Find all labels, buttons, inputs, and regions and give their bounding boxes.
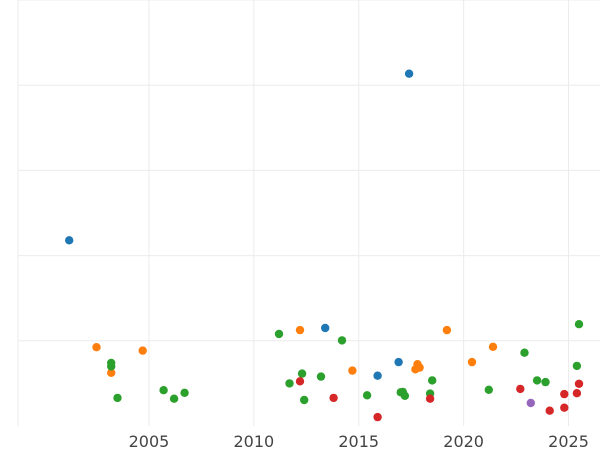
data-point-red — [516, 384, 525, 394]
x-tick-label: 2015 — [338, 432, 379, 450]
data-point-green — [362, 391, 372, 400]
x-tick-label: 2005 — [129, 432, 170, 450]
data-point-green — [300, 395, 309, 405]
data-point-green — [337, 336, 347, 345]
data-point-green — [297, 369, 307, 378]
data-point-green — [572, 361, 582, 371]
data-point-orange — [488, 342, 498, 351]
data-point-orange — [92, 343, 101, 352]
data-point-red — [545, 406, 554, 415]
data-point-red — [329, 393, 338, 403]
data-point-green — [274, 329, 284, 339]
x-tick-label: 2010 — [233, 432, 274, 450]
data-point-purple — [526, 398, 535, 408]
data-point-green — [428, 376, 437, 385]
data-points — [65, 69, 584, 422]
data-point-green — [400, 391, 410, 400]
data-point-green — [541, 377, 550, 387]
data-point-green — [169, 394, 179, 403]
data-point-green — [484, 385, 493, 394]
data-point-green — [316, 372, 326, 381]
data-point-orange — [415, 363, 424, 372]
data-point-blue — [394, 357, 403, 367]
data-point-green — [180, 388, 189, 397]
data-point-red — [295, 377, 305, 386]
data-point-orange — [348, 366, 357, 375]
data-point-green — [107, 358, 116, 368]
data-point-red — [425, 394, 435, 403]
x-axis-ticks: 2005 2010 2015 2020 2025 — [129, 432, 589, 450]
data-point-red — [560, 389, 569, 399]
data-point-orange — [107, 368, 116, 377]
data-point-green — [285, 379, 294, 388]
x-tick-label: 2025 — [548, 432, 589, 450]
data-point-orange — [467, 357, 477, 367]
data-point-red — [560, 403, 569, 412]
data-point-orange — [442, 325, 452, 335]
data-point-green — [520, 348, 529, 357]
data-point-blue — [321, 323, 330, 333]
data-point-blue — [404, 69, 414, 78]
data-point-blue — [65, 236, 74, 245]
data-point-green — [113, 393, 122, 403]
data-point-green — [159, 386, 168, 395]
x-tick-label: 2020 — [443, 432, 484, 450]
data-point-orange — [295, 325, 305, 335]
data-point-green — [532, 376, 542, 385]
data-point-red — [373, 412, 382, 422]
data-point-green — [574, 320, 584, 329]
data-point-orange — [138, 346, 147, 355]
data-point-blue — [373, 371, 382, 380]
grid — [17, 0, 600, 426]
data-point-red — [574, 379, 584, 388]
data-point-red — [572, 389, 582, 398]
